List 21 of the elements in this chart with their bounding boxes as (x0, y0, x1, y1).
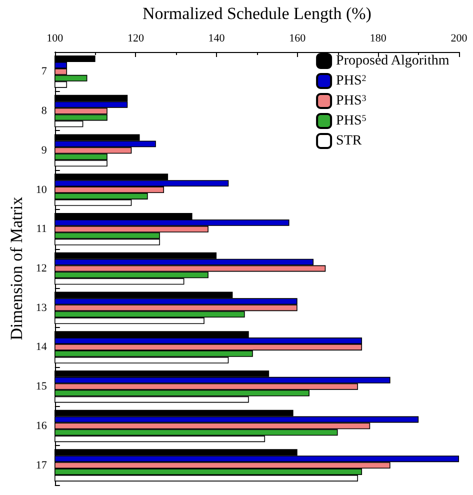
x-tick-label: 120 (127, 32, 144, 44)
x-axis-title: Normalized Schedule Length (%) (142, 4, 372, 23)
y-tick-label: 11 (36, 223, 47, 236)
x-tick-label: 160 (289, 32, 306, 44)
y-tick-label: 7 (41, 66, 48, 78)
y-tick-label: 16 (36, 420, 48, 432)
y-tick-label: 17 (36, 459, 48, 472)
legend-label: Proposed Algorithm (336, 54, 450, 68)
legend-label: STR (336, 134, 362, 148)
x-tick-label: 200 (450, 32, 468, 44)
y-tick-label: 10 (36, 184, 48, 196)
y-axis-title: Dimension of Matrix (7, 196, 26, 340)
x-tick-label: 140 (208, 32, 226, 44)
y-tick-label: 14 (36, 341, 48, 354)
y-tick-label: 15 (36, 380, 48, 393)
x-tick-label: 180 (370, 32, 387, 44)
x-tick-label: 100 (46, 32, 64, 44)
y-tick-label: 13 (36, 302, 48, 314)
y-tick-label: 8 (41, 105, 48, 118)
y-tick-label: 9 (41, 144, 48, 156)
y-tick-label: 12 (36, 262, 47, 274)
